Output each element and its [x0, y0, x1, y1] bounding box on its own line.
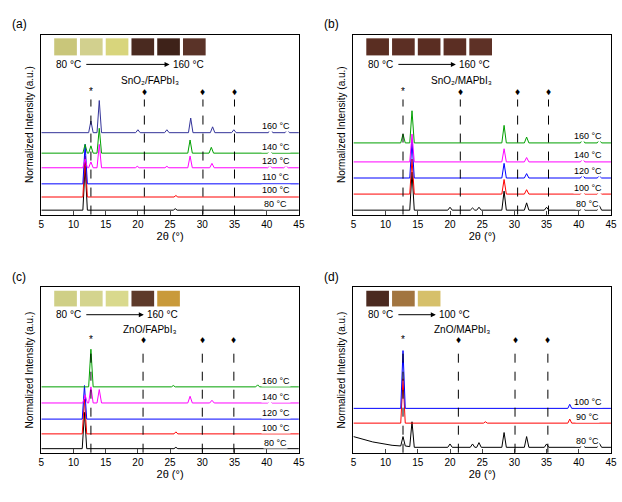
svg-text:140 °C: 140 °C: [262, 392, 290, 402]
svg-text:*: *: [401, 86, 405, 97]
svg-text:(d): (d): [324, 270, 339, 284]
svg-text:15: 15: [100, 219, 112, 230]
svg-text:45: 45: [605, 457, 617, 468]
svg-text:160 °C: 160 °C: [147, 309, 178, 320]
svg-text:10: 10: [380, 457, 392, 468]
svg-text:10: 10: [380, 219, 392, 230]
svg-text:Normalized Intensity (a.u.): Normalized Intensity (a.u.): [24, 66, 35, 183]
svg-text:30: 30: [509, 219, 521, 230]
svg-text:♦: ♦: [456, 334, 461, 345]
svg-text:♦: ♦: [513, 334, 518, 345]
svg-text:40: 40: [261, 219, 273, 230]
svg-text:80 °C: 80 °C: [264, 199, 287, 209]
svg-text:160 °C: 160 °C: [173, 59, 204, 70]
svg-text:100 °C: 100 °C: [262, 185, 290, 195]
svg-text:100 °C: 100 °C: [262, 423, 290, 433]
svg-text:100 °C: 100 °C: [574, 397, 602, 407]
svg-text:Normalized Intensity (a.u.): Normalized Intensity (a.u.): [336, 312, 347, 429]
svg-text:160 °C: 160 °C: [574, 131, 602, 141]
svg-text:Normalized Intensity (a.u.): Normalized Intensity (a.u.): [24, 312, 35, 429]
svg-text:80 °C: 80 °C: [368, 59, 393, 70]
svg-text:2θ (°): 2θ (°): [469, 468, 496, 480]
svg-text:120 °C: 120 °C: [262, 156, 290, 166]
svg-text:35: 35: [229, 219, 241, 230]
svg-text:120 °C: 120 °C: [574, 166, 602, 176]
svg-text:10: 10: [68, 457, 80, 468]
svg-text:♦: ♦: [142, 86, 147, 97]
svg-text:ZnO/FAPbI₃: ZnO/FAPbI₃: [123, 324, 177, 335]
svg-text:80 °C: 80 °C: [56, 309, 81, 320]
svg-text:5: 5: [39, 219, 45, 230]
svg-text:40: 40: [573, 457, 585, 468]
svg-text:SnO₂/FAPbI₃: SnO₂/FAPbI₃: [121, 75, 179, 86]
svg-text:140 °C: 140 °C: [574, 150, 602, 160]
svg-text:Normalized Intensity (a.u.): Normalized Intensity (a.u.): [336, 66, 347, 183]
svg-text:80 °C: 80 °C: [56, 59, 81, 70]
svg-text:140 °C: 140 °C: [262, 142, 290, 152]
svg-text:♦: ♦: [200, 86, 205, 97]
svg-text:♦: ♦: [141, 334, 146, 345]
svg-text:35: 35: [541, 457, 553, 468]
svg-text:30: 30: [197, 457, 209, 468]
svg-text:100 °C: 100 °C: [439, 309, 470, 320]
svg-text:(b): (b): [324, 17, 339, 31]
svg-text:35: 35: [229, 457, 241, 468]
svg-text:160 °C: 160 °C: [262, 121, 290, 131]
svg-text:160 °C: 160 °C: [459, 59, 490, 70]
svg-text:5: 5: [39, 457, 45, 468]
svg-text:♦: ♦: [515, 86, 520, 97]
svg-text:25: 25: [165, 219, 177, 230]
svg-text:35: 35: [541, 219, 553, 230]
svg-text:80 °C: 80 °C: [368, 309, 393, 320]
svg-text:45: 45: [293, 457, 305, 468]
svg-text:110 °C: 110 °C: [262, 172, 289, 182]
svg-text:5: 5: [351, 457, 357, 468]
svg-text:(a): (a): [12, 17, 27, 31]
svg-text:20: 20: [444, 457, 456, 468]
svg-text:ZnO/MAPbI₃: ZnO/MAPbI₃: [434, 324, 490, 335]
svg-text:2θ (°): 2θ (°): [469, 230, 496, 242]
svg-text:120 °C: 120 °C: [262, 408, 290, 418]
svg-text:10: 10: [68, 219, 80, 230]
svg-text:90 °C: 90 °C: [576, 412, 599, 422]
svg-text:30: 30: [197, 219, 209, 230]
svg-text:SnO₂/MAPbI₃: SnO₂/MAPbI₃: [431, 75, 492, 86]
svg-text:♦: ♦: [232, 86, 237, 97]
svg-text:2θ (°): 2θ (°): [157, 230, 184, 242]
svg-text:*: *: [89, 334, 93, 345]
svg-text:25: 25: [477, 457, 489, 468]
svg-text:20: 20: [132, 219, 144, 230]
svg-text:160 °C: 160 °C: [262, 376, 290, 386]
svg-text:*: *: [401, 334, 405, 345]
svg-text:45: 45: [293, 219, 305, 230]
svg-text:♦: ♦: [200, 334, 205, 345]
svg-text:25: 25: [165, 457, 177, 468]
svg-text:5: 5: [351, 219, 357, 230]
svg-text:25: 25: [477, 219, 489, 230]
svg-text:20: 20: [444, 219, 456, 230]
svg-text:♦: ♦: [458, 86, 463, 97]
svg-text:15: 15: [412, 457, 424, 468]
svg-text:40: 40: [573, 219, 585, 230]
svg-text:*: *: [89, 86, 93, 97]
svg-text:80 °C: 80 °C: [264, 438, 287, 448]
svg-text:15: 15: [412, 219, 424, 230]
svg-text:♦: ♦: [546, 86, 551, 97]
svg-text:♦: ♦: [231, 334, 236, 345]
svg-text:100 °C: 100 °C: [574, 183, 602, 193]
svg-text:(c): (c): [12, 270, 26, 284]
svg-text:30: 30: [509, 457, 521, 468]
svg-text:20: 20: [132, 457, 144, 468]
svg-text:45: 45: [605, 219, 617, 230]
svg-text:80 °C: 80 °C: [576, 199, 599, 209]
svg-text:♦: ♦: [545, 334, 550, 345]
svg-text:80 °C: 80 °C: [576, 436, 599, 446]
svg-text:40: 40: [261, 457, 273, 468]
svg-text:2θ (°): 2θ (°): [157, 468, 184, 480]
svg-text:15: 15: [100, 457, 112, 468]
